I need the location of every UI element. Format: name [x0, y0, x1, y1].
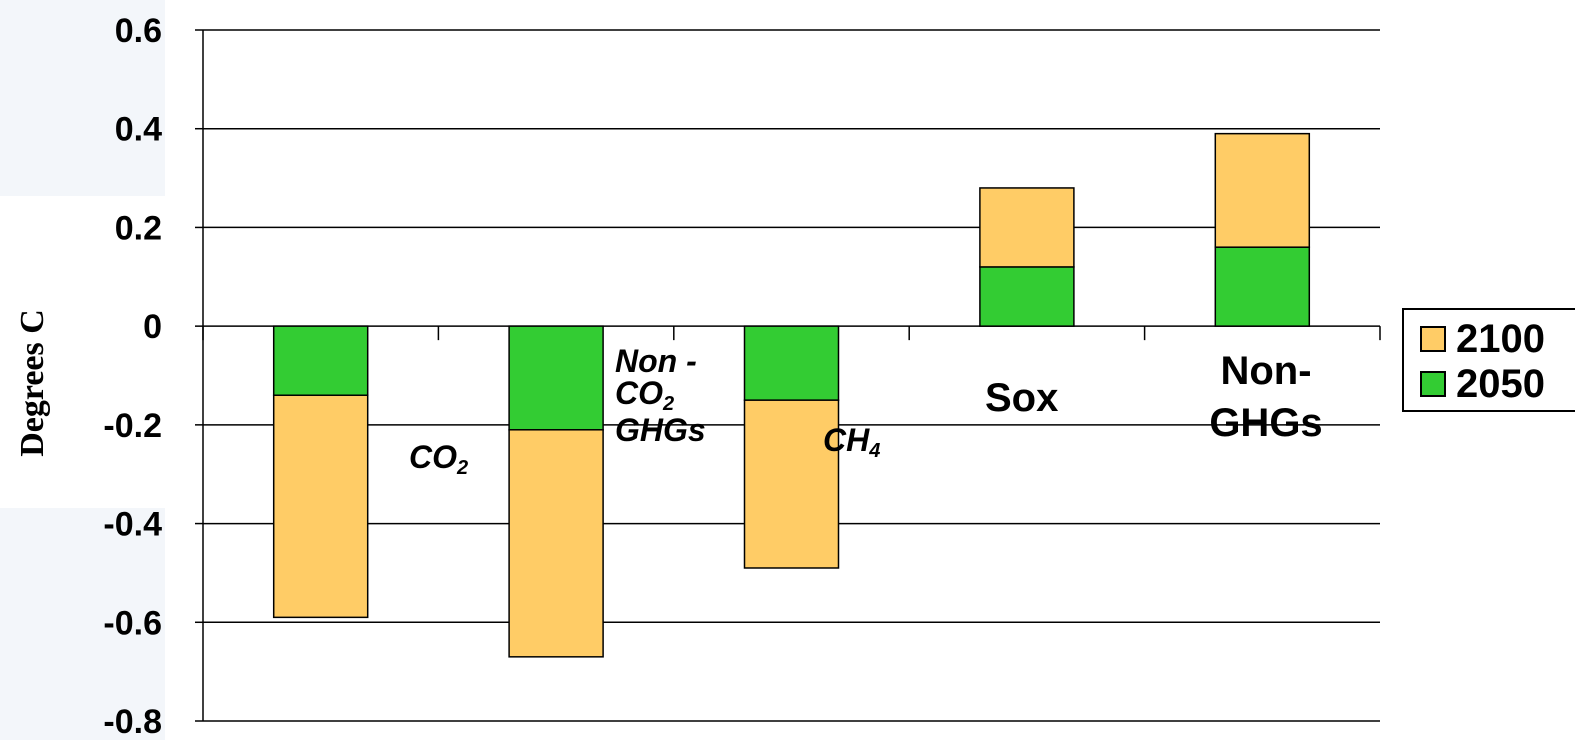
category-label-ch4: CH4: [823, 422, 881, 462]
background-panel-bottom: [0, 508, 165, 740]
bar-2050: [743, 325, 840, 401]
category-label-non-co2-ghgs: Non - CO2 GHGs: [615, 343, 706, 448]
legend-label-2100: 2100: [1456, 316, 1545, 361]
background-panel-middle: [0, 196, 165, 508]
y-tick-labels: 0.6 0.4 0.2 0 -0.2 -0.4 -0.6 -0.8: [103, 12, 162, 740]
y-tick-label: 0.4: [115, 111, 162, 149]
legend-swatch-2100: [1420, 326, 1446, 352]
y-tick-label: 0.6: [115, 12, 162, 50]
category-label-non-ghgs: Non- GHGs: [1209, 349, 1323, 445]
background-panel-top: [0, 0, 165, 196]
bar-2050: [979, 266, 1075, 327]
bar-2050: [1214, 246, 1311, 327]
y-tick-label: -0.4: [103, 506, 162, 544]
y-tick-label: -0.6: [103, 604, 162, 642]
y-tick-label: 0.2: [115, 209, 162, 247]
bar-2100: [979, 187, 1075, 268]
y-tick-label: -0.2: [103, 407, 162, 445]
legend-item-2050: 2050: [1420, 361, 1545, 406]
bar-2100: [272, 394, 369, 619]
y-axis-label: Degrees C: [14, 309, 51, 457]
category-label-sox: Sox: [985, 376, 1059, 420]
y-tick-label: -0.8: [103, 703, 162, 740]
category-label-co2: CO2: [409, 439, 469, 479]
legend-label-2050: 2050: [1456, 361, 1545, 406]
bar-2100: [1214, 132, 1311, 248]
bar-2100: [743, 399, 840, 569]
legend-swatch-2050: [1420, 371, 1446, 397]
bar-2050: [508, 325, 604, 431]
axes: [195, 29, 1381, 722]
legend: 2100 2050: [1402, 308, 1575, 412]
bar-2100: [508, 429, 604, 658]
y-tick-label: 0: [143, 308, 162, 346]
legend-item-2100: 2100: [1420, 316, 1545, 361]
bar-2050: [272, 325, 369, 396]
bars: [272, 132, 1311, 658]
